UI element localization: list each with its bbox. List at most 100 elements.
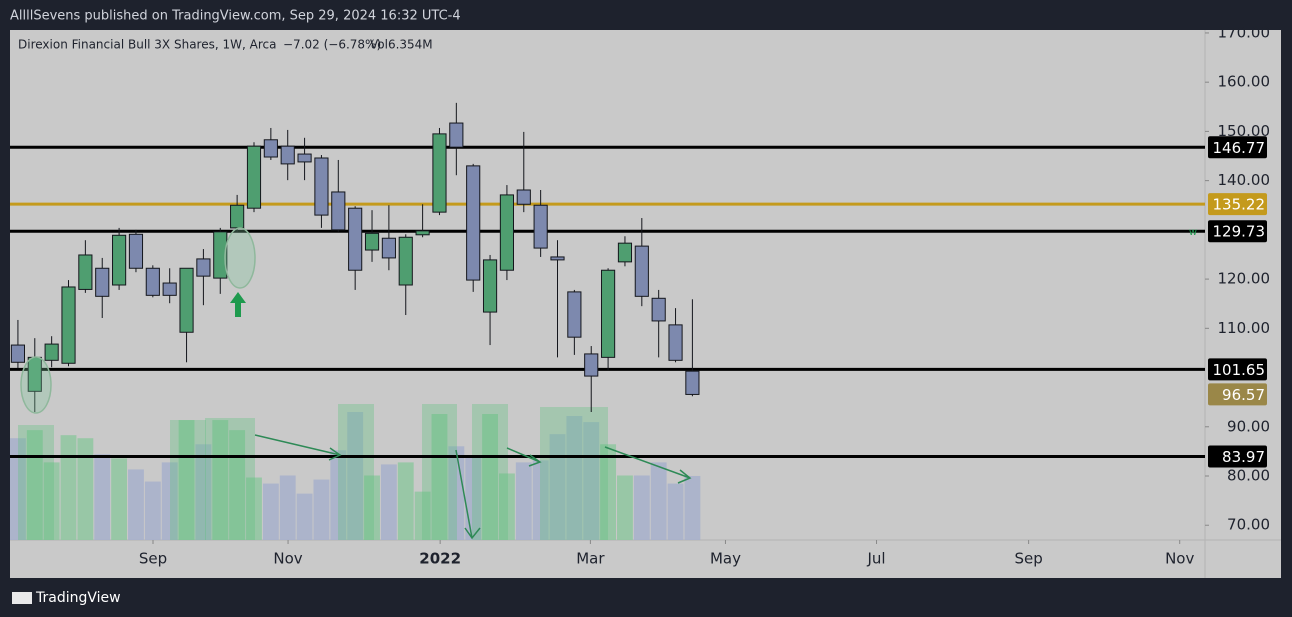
volume-bar (161, 462, 178, 540)
volume-bar (144, 481, 161, 540)
volume-bar (9, 438, 26, 540)
candle-body (449, 122, 464, 148)
level-label-bg (1208, 445, 1267, 468)
x-tick-label: Sep (139, 550, 167, 568)
level-label: 146.77 (1213, 139, 1266, 157)
highlight (338, 404, 374, 540)
volume-bar (549, 434, 566, 540)
ellipse (20, 356, 52, 414)
volume-bar (583, 422, 600, 540)
volume-bar (633, 475, 650, 540)
volume-bar (178, 420, 195, 540)
candle-body (364, 232, 380, 251)
level-label: 129.73 (1213, 223, 1266, 241)
highlight (170, 420, 206, 540)
volume-bar (195, 444, 212, 540)
flag: w (1189, 227, 1197, 238)
candle-body (432, 133, 447, 213)
candle-body (230, 204, 245, 229)
footer: TradingView (35, 590, 121, 606)
volume-bar (498, 473, 515, 540)
candle-body (516, 189, 531, 205)
candle-body (314, 157, 329, 216)
x-tick-label: 2022 (419, 550, 461, 568)
candle-body (601, 269, 616, 358)
logo-icon (12, 592, 32, 604)
level-label-bg (1208, 220, 1267, 243)
volume-bar (617, 475, 633, 540)
candle-body (617, 242, 633, 263)
candle-body (634, 245, 649, 297)
candle-body (297, 153, 312, 163)
last-price-label: 96.57 (1222, 386, 1265, 404)
candle-body (651, 297, 666, 322)
level-label: 101.65 (1213, 361, 1266, 379)
volume-bar (684, 475, 701, 540)
y-tick-label: 120.00 (1218, 270, 1271, 288)
candle-body (466, 165, 481, 281)
axes-layer: 70.0080.0090.00110.00120.00140.00150.001… (139, 23, 1270, 567)
y-tick-label: 170.00 (1218, 23, 1271, 41)
volume-bar (650, 462, 667, 540)
candle-body (263, 139, 278, 158)
volume-bar (94, 454, 111, 540)
highlight (540, 407, 608, 540)
highlight (472, 404, 508, 540)
candle-body (398, 236, 413, 286)
candle-body (584, 353, 599, 377)
volume-bar (482, 414, 498, 540)
volume-bar (380, 464, 397, 540)
candle-body (533, 204, 548, 249)
volume-bar (246, 477, 262, 540)
candle-body (145, 267, 160, 296)
candle-body (499, 194, 514, 271)
candle-body (550, 256, 565, 261)
x-tick-label: Nov (1165, 550, 1194, 568)
legend-volume: Vol6.354M (370, 38, 433, 52)
candle-body (567, 291, 582, 338)
arrow (506, 447, 542, 467)
candle-body (162, 282, 177, 296)
y-tick-label: 140.00 (1218, 171, 1271, 189)
candle-body (668, 324, 683, 361)
volume-bar (313, 479, 330, 540)
level-label: 83.97 (1222, 448, 1265, 466)
arrow (455, 449, 481, 540)
volume-bar (515, 462, 532, 540)
candles-layer (10, 102, 700, 413)
volume-bar (566, 416, 583, 540)
arrow (604, 446, 692, 484)
x-tick-label: Sep (1014, 550, 1042, 568)
candle-body (415, 230, 430, 236)
volume-bar (667, 483, 684, 540)
candle-body (331, 191, 346, 231)
level-label-bg (1208, 193, 1267, 216)
candle-body (95, 267, 110, 297)
candle-body (179, 267, 194, 333)
volume-bar (330, 450, 347, 540)
candle-body (381, 237, 396, 259)
levels-layer (10, 145, 1205, 458)
volume-bar (347, 412, 364, 540)
level-label-bg (1208, 358, 1267, 381)
x-tick-label: Nov (273, 550, 302, 568)
candle-body (348, 207, 363, 271)
candle-body (280, 145, 295, 165)
candle-body (61, 286, 76, 364)
up-arrow (230, 292, 246, 317)
y-tick-label: 90.00 (1227, 417, 1270, 435)
volume-bar (212, 420, 229, 540)
level-label: 135.22 (1213, 196, 1266, 214)
level-label-bg (1208, 136, 1267, 159)
highlight (205, 418, 255, 540)
volume-bar (128, 469, 144, 540)
y-tick-label: 80.00 (1227, 467, 1270, 485)
volume-bar (431, 414, 448, 540)
volume-bar (296, 493, 313, 540)
y-tick-label: 110.00 (1218, 319, 1271, 337)
legend-change: −7.02 (−6.78%) (283, 38, 381, 52)
volume-bar (532, 460, 549, 540)
candle-body (10, 344, 26, 363)
